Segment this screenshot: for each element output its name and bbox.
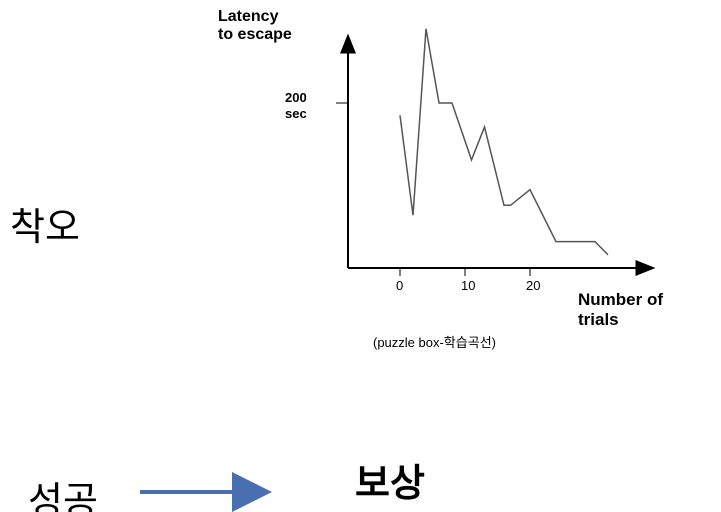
- x-tick-label: 20: [526, 278, 541, 293]
- left-label: 착오: [10, 205, 80, 249]
- series-line: [399, 28, 609, 256]
- bottom-left-label: 성공: [28, 479, 98, 512]
- bottom-right-label: 보상: [355, 461, 425, 505]
- x-tick-label: 10: [461, 278, 476, 293]
- caption: (puzzle box-학습곡선): [373, 335, 496, 350]
- x-axis-label: Number of trials: [578, 290, 663, 329]
- y-tick-label: 200 sec: [285, 90, 307, 121]
- x-tick-label: 0: [396, 278, 404, 293]
- y-axis-label: Latency to escape: [218, 8, 292, 43]
